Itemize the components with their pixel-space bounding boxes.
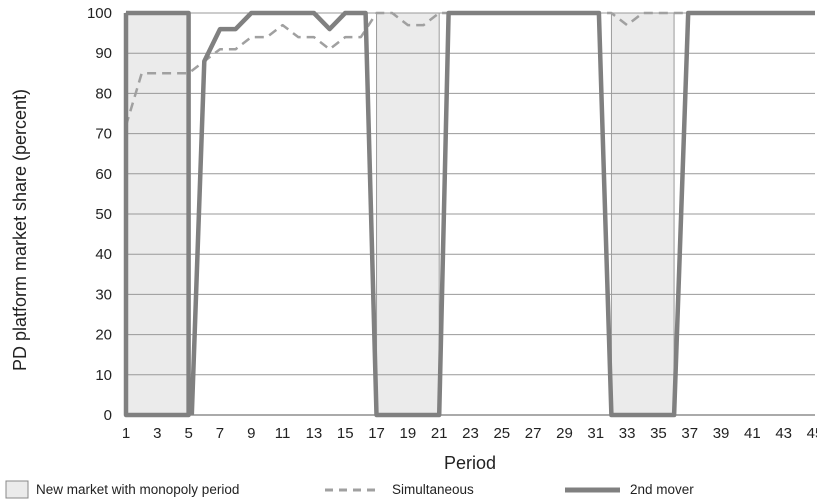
legend-label-simultaneous: Simultaneous bbox=[392, 482, 474, 497]
legend-label-2nd-mover: 2nd mover bbox=[630, 482, 694, 497]
x-tick-label: 1 bbox=[122, 425, 130, 442]
y-tick-label: 20 bbox=[95, 327, 112, 344]
y-tick-label: 40 bbox=[95, 246, 112, 263]
x-tick-label: 3 bbox=[153, 425, 161, 442]
x-tick-label: 27 bbox=[525, 425, 542, 442]
legend-label-shaded: New market with monopoly period bbox=[36, 482, 239, 497]
legend: New market with monopoly period Simultan… bbox=[5, 480, 694, 499]
y-tick-label: 100 bbox=[87, 5, 112, 22]
x-tick-label: 41 bbox=[744, 425, 761, 442]
series-lines bbox=[123, 10, 815, 418]
y-tick-label: 70 bbox=[95, 126, 112, 143]
y-tick-label: 10 bbox=[95, 367, 112, 384]
series-line-2nd-mover bbox=[123, 10, 815, 418]
x-tick-label: 21 bbox=[431, 425, 448, 442]
x-tick-label: 17 bbox=[368, 425, 385, 442]
x-tick-labels: 1 3 5 7 9 11 13 15 17 19 21 23 25 27 29 31 33 35 37 39 41 43 4… bbox=[122, 425, 817, 442]
x-tick-label: 31 bbox=[587, 425, 604, 442]
y-tick-label: 50 bbox=[95, 206, 112, 223]
y-axis-title: PD platform market share (percent) bbox=[10, 89, 30, 371]
gridlines bbox=[126, 12, 815, 416]
x-tick-label: 9 bbox=[247, 425, 255, 442]
x-tick-label: 39 bbox=[713, 425, 730, 442]
x-tick-label: 13 bbox=[306, 425, 323, 442]
x-tick-label: 15 bbox=[337, 425, 354, 442]
y-tick-labels: 0 10 20 30 40 50 60 70 80 90 100 bbox=[87, 5, 112, 424]
y-tick-label: 60 bbox=[95, 166, 112, 183]
y-tick-label: 0 bbox=[104, 407, 112, 424]
x-axis-title: Period bbox=[444, 453, 496, 473]
x-tick-label: 23 bbox=[462, 425, 479, 442]
x-tick-label: 29 bbox=[556, 425, 573, 442]
y-tick-label: 90 bbox=[95, 45, 112, 62]
x-tick-label: 35 bbox=[650, 425, 667, 442]
x-tick-label: 7 bbox=[216, 425, 224, 442]
legend-swatch-shaded bbox=[5, 480, 29, 499]
x-tick-label: 19 bbox=[400, 425, 417, 442]
y-tick-label: 80 bbox=[95, 85, 112, 102]
x-tick-label: 5 bbox=[184, 425, 192, 442]
x-tick-label: 37 bbox=[681, 425, 698, 442]
x-tick-label: 11 bbox=[275, 425, 291, 442]
x-tick-label: 45 bbox=[807, 425, 817, 442]
x-tick-label: 43 bbox=[775, 425, 792, 442]
y-tick-label: 30 bbox=[95, 286, 112, 303]
x-tick-label: 33 bbox=[619, 425, 636, 442]
x-tick-label: 25 bbox=[493, 425, 510, 442]
